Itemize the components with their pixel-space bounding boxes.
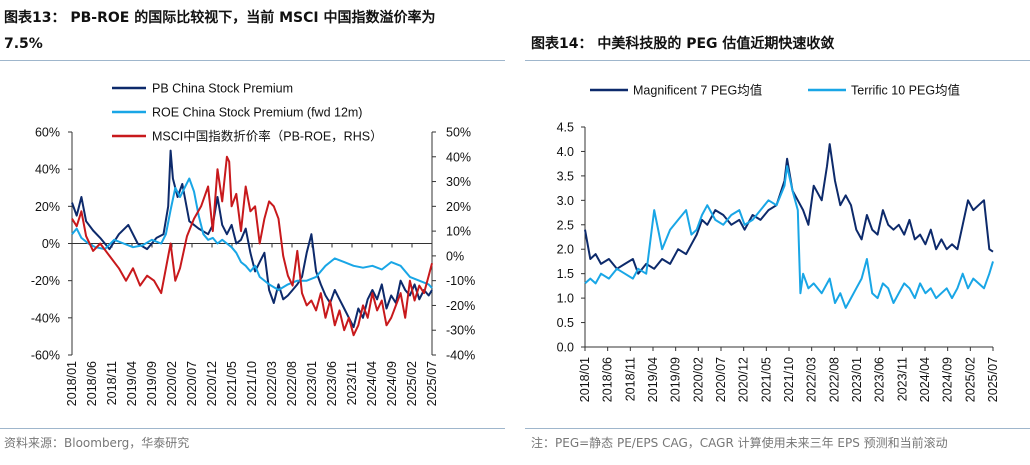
right-y-tick-label: 0% xyxy=(446,249,464,263)
right-figure-panel: 图表14： 中美科技股的 PEG 估值近期快速收敛 Magnificent 7 … xyxy=(525,0,1030,465)
x-tick-label: 2022/08 xyxy=(827,357,841,402)
x-tick-label: 2019/09 xyxy=(145,361,159,406)
right-figure-title: 图表14： 中美科技股的 PEG 估值近期快速收敛 xyxy=(531,36,835,52)
x-tick-label: 2019/04 xyxy=(646,357,660,402)
y-tick-label: 2.0 xyxy=(557,243,574,257)
y-tick-label: 0.0 xyxy=(557,341,574,355)
x-tick-label: 2023/01 xyxy=(850,357,864,402)
left-y-tick-label: -60% xyxy=(31,349,60,363)
y-tick-label: 4.5 xyxy=(557,121,574,135)
left-y-tick-label: -40% xyxy=(31,311,60,325)
right-y-tick-label: -40% xyxy=(446,349,475,363)
right-y-tick-label: -30% xyxy=(446,324,475,338)
x-tick-label: 2020/12 xyxy=(205,361,219,406)
left-y-tick-label: 40% xyxy=(35,163,60,177)
x-tick-label: 2020/02 xyxy=(165,361,179,406)
right-y-tick-label: 50% xyxy=(446,126,471,140)
left-line-chart: PB China Stock Premium ROE China Stock Pr… xyxy=(31,82,475,407)
x-tick-label: 2024/09 xyxy=(385,361,399,406)
right-y-tick-label: 40% xyxy=(446,150,471,164)
legend-label-roe: ROE China Stock Premium (fwd 12m) xyxy=(152,106,362,120)
right-y-tick-label: 20% xyxy=(446,200,471,214)
x-tick-label: 2018/11 xyxy=(623,357,637,401)
y-tick-label: 0.5 xyxy=(557,316,574,330)
left-figure-panel: 图表13： PB-ROE 的国际比较视下，当前 MSCI 中国指数溢价率为 7.… xyxy=(0,0,510,465)
x-tick-label: 2020/02 xyxy=(691,357,705,402)
x-tick-label: 2025/02 xyxy=(963,357,977,402)
legend-label-msci: MSCI中国指数折价率（PB-ROE，RHS） xyxy=(152,129,383,144)
x-tick-label: 2024/04 xyxy=(918,357,932,402)
y-tick-label: 3.5 xyxy=(557,169,574,183)
x-tick-label: 2023/11 xyxy=(345,361,359,405)
legend-label-mag7: Magnificent 7 PEG均值 xyxy=(633,83,762,98)
x-tick-label: 2020/12 xyxy=(737,357,751,402)
x-tick-label: 2021/05 xyxy=(225,361,239,406)
right-source-note: 注：PEG=静态 PE/EPS CAG，CAGR 计算使用未来三年 EPS 预测… xyxy=(531,436,948,450)
right-title-rule xyxy=(525,60,1030,61)
y-tick-label: 1.5 xyxy=(557,267,574,281)
right-y-tick-label: 30% xyxy=(446,175,471,189)
left-title-rule xyxy=(0,60,505,61)
x-tick-label: 2023/11 xyxy=(895,357,909,401)
series-line-msci xyxy=(71,155,433,337)
x-tick-label: 2022/03 xyxy=(805,357,819,402)
x-tick-label: 2018/06 xyxy=(601,357,615,402)
x-tick-label: 2025/07 xyxy=(425,361,439,406)
left-y-tick-label: 60% xyxy=(35,126,60,140)
legend-label-terrific10: Terrific 10 PEG均值 xyxy=(851,83,960,98)
x-tick-label: 2025/02 xyxy=(405,361,419,406)
y-tick-label: 1.0 xyxy=(557,292,574,306)
series-line-terrific10 xyxy=(584,165,994,309)
x-tick-label: 2021/10 xyxy=(245,361,259,406)
left-source-rule xyxy=(0,428,505,429)
y-tick-label: 3.0 xyxy=(557,194,574,208)
left-source-note: 资料来源：Bloomberg，华泰研究 xyxy=(4,436,190,450)
x-tick-label: 2023/06 xyxy=(325,361,339,406)
x-tick-label: 2018/06 xyxy=(85,361,99,406)
x-tick-label: 2024/04 xyxy=(365,361,379,406)
series-line-mag7 xyxy=(584,143,994,275)
right-source-rule xyxy=(525,428,1030,429)
x-tick-label: 2019/04 xyxy=(125,361,139,406)
x-tick-label: 2024/09 xyxy=(941,357,955,402)
x-tick-label: 2023/01 xyxy=(305,361,319,406)
legend-label-pb: PB China Stock Premium xyxy=(152,82,293,96)
x-tick-label: 2018/11 xyxy=(105,361,119,405)
x-tick-label: 2025/07 xyxy=(986,357,1000,402)
x-tick-label: 2018/01 xyxy=(65,361,79,406)
right-axes: 0.0 0.5 1.0 1.5 2.0 2.5 3.0 3.5 4.0 4.5 2018/01 201… xyxy=(557,121,1000,403)
right-line-chart: Magnificent 7 PEG均值 Terrific 10 PEG均值 0.0… xyxy=(557,83,1000,403)
x-tick-label: 2021/05 xyxy=(759,357,773,402)
left-series-group xyxy=(71,149,433,337)
right-y-tick-label: -20% xyxy=(446,299,475,313)
right-series-group xyxy=(584,143,994,309)
y-tick-label: 2.5 xyxy=(557,218,574,232)
left-legend: PB China Stock Premium ROE China Stock Pr… xyxy=(112,82,383,144)
left-y-tick-label: 20% xyxy=(35,200,60,214)
left-figure-title-line2: 7.5% xyxy=(4,36,43,52)
left-axes: -60% -40% -20% 0% 20% 40% 60% -40% -30% -20% -10% 0… xyxy=(31,126,475,407)
x-tick-label: 2020/07 xyxy=(185,361,199,406)
left-y-tick-label: -20% xyxy=(31,274,60,288)
right-y-tick-label: 10% xyxy=(446,225,471,239)
x-tick-label: 2018/01 xyxy=(578,357,592,402)
x-tick-label: 2019/09 xyxy=(669,357,683,402)
x-tick-label: 2021/10 xyxy=(782,357,796,402)
left-y-tick-label: 0% xyxy=(42,237,60,251)
series-line-pb xyxy=(71,149,433,329)
right-legend: Magnificent 7 PEG均值 Terrific 10 PEG均值 xyxy=(590,83,960,98)
series-line-roe xyxy=(71,177,433,291)
x-tick-label: 2020/07 xyxy=(714,357,728,402)
x-tick-label: 2022/03 xyxy=(265,361,279,406)
right-y-tick-label: -10% xyxy=(446,274,475,288)
y-tick-label: 4.0 xyxy=(557,145,574,159)
left-figure-title: 图表13： PB-ROE 的国际比较视下，当前 MSCI 中国指数溢价率为 xyxy=(4,10,436,26)
x-tick-label: 2022/08 xyxy=(285,361,299,406)
x-tick-label: 2023/06 xyxy=(873,357,887,402)
